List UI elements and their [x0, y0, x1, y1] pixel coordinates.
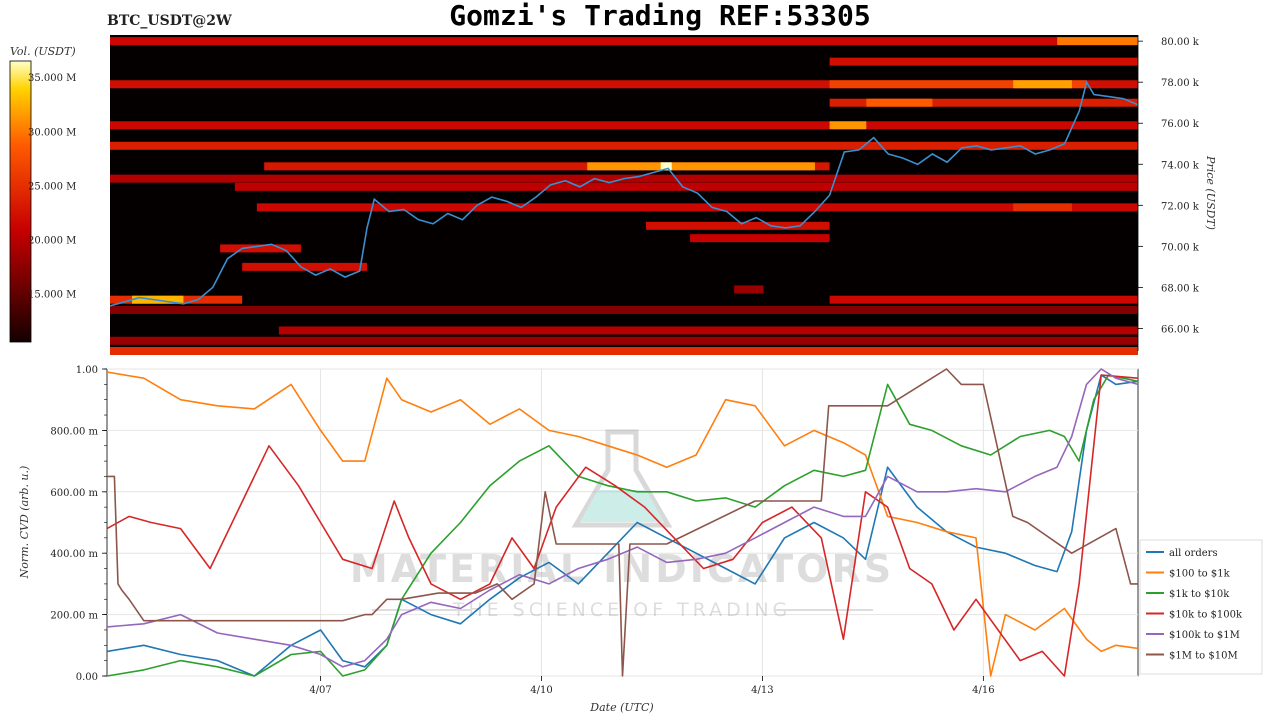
y-tick-label: 800.00 m [50, 426, 98, 437]
x-tick-label: 4/10 [530, 685, 552, 696]
cvd-plot-area [106, 368, 1139, 677]
price-tick-label: 76.00 k [1161, 119, 1200, 130]
heatmap-band [829, 80, 1087, 89]
heatmap-band [110, 80, 1138, 89]
legend-entry: all orders [1169, 548, 1218, 559]
y-tick-label: 1.00 [76, 365, 98, 376]
heatmap-band [278, 326, 1138, 335]
heatmap-band [110, 347, 1138, 355]
heatmap-band [646, 221, 830, 230]
heatmap-band [256, 203, 1138, 212]
y-tick-label: 400.00 m [50, 549, 98, 560]
y-tick-label: 0.00 [76, 672, 98, 683]
colorbar-tick-label: 35.000 M [28, 73, 76, 84]
price-tick-label: 74.00 k [1161, 160, 1200, 171]
heatmap-band [110, 121, 1138, 130]
heatmap-band [690, 234, 830, 243]
price-tick-label: 70.00 k [1161, 242, 1200, 253]
legend-entry: $100 to $1k [1169, 569, 1231, 580]
cvd-series-line [106, 371, 1139, 677]
heatmap-band [234, 182, 1139, 191]
x-tick-label: 4/07 [309, 685, 331, 696]
legend-entry: $1M to $10M [1169, 651, 1238, 662]
heatmap-band [660, 162, 672, 171]
heatmap-band [829, 98, 1138, 107]
cvd-series-line [106, 374, 1139, 677]
legend-entry: $10k to $100k [1169, 610, 1243, 621]
colorbar [9, 60, 32, 343]
legend-entry: $100k to $1M [1169, 630, 1240, 641]
heatmap-band [734, 285, 764, 294]
heatmap-band [110, 141, 1138, 150]
x-axis-label: Date (UTC) [589, 701, 653, 714]
heatmap-band [1013, 203, 1072, 212]
ticker-label: BTC_USDT@2W [107, 13, 232, 29]
heatmap-band [866, 98, 933, 107]
colorbar-label: Vol. (USDT) [10, 45, 76, 58]
colorbar-tick-label: 25.000 M [28, 181, 76, 192]
watermark-liquid [580, 490, 664, 522]
heatmap-band [220, 244, 301, 253]
price-tick-label: 78.00 k [1161, 78, 1200, 89]
colorbar-tick-label: 30.000 M [28, 127, 76, 138]
heatmap-band [829, 121, 867, 130]
heatmap-band [242, 262, 367, 271]
cvd-series-line [107, 368, 1138, 677]
heatmap-band [110, 305, 1138, 314]
legend [1139, 539, 1263, 675]
x-tick-label: 4/13 [751, 685, 773, 696]
heatmap-band [1057, 37, 1138, 46]
heatmap-band [829, 295, 1138, 304]
price-line [109, 80, 1139, 307]
price-tick-label: 80.00 k [1161, 37, 1200, 48]
legend-entry: $1k to $10k [1169, 589, 1230, 600]
cvd-series-line [106, 374, 1139, 677]
watermark-flask-icon [571, 429, 673, 528]
y-axis-label: Norm. CVD (arb. u.) [18, 466, 31, 580]
colorbar-tick-label: 20.000 M [28, 235, 76, 246]
cvd-series-line [106, 374, 1139, 677]
heatmap-band [829, 57, 1138, 66]
price-axis-label: Price (USDT) [1204, 155, 1217, 230]
y-tick-label: 600.00 m [50, 488, 98, 499]
y-tick-label: 200.00 m [50, 611, 98, 622]
cvd-series-line [106, 368, 1139, 668]
price-tick-label: 68.00 k [1161, 283, 1200, 294]
watermark-line2: THE SCIENCE OF TRADING [452, 599, 792, 621]
chart-title: Gomzi's Trading REF:53305 [449, 0, 870, 32]
heatmap-band [587, 162, 815, 171]
x-tick-label: 4/16 [972, 685, 994, 696]
heatmap-band [110, 336, 1138, 345]
price-tick-label: 72.00 k [1161, 201, 1200, 212]
price-tick-label: 66.00 k [1161, 324, 1200, 335]
colorbar-tick-label: 15.000 M [28, 289, 76, 300]
heatmap-band [1013, 80, 1072, 89]
heatmap-band [264, 162, 830, 171]
heatmap-band [110, 37, 1138, 46]
